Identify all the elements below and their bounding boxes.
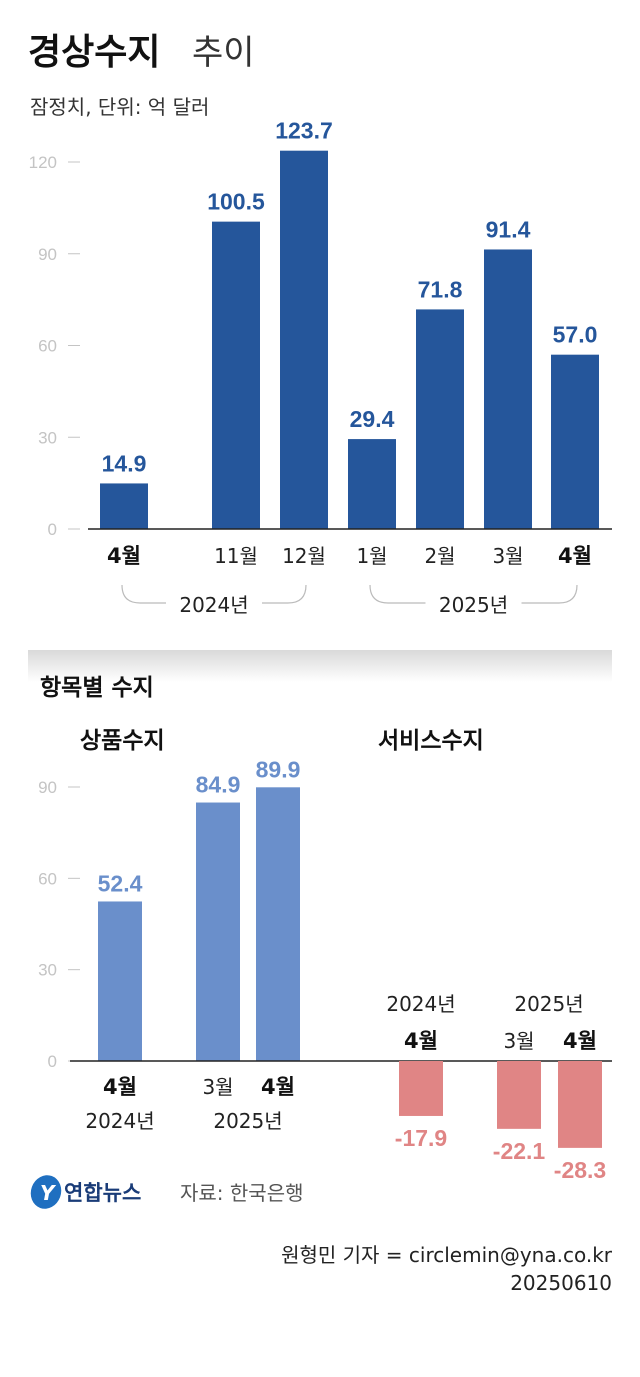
y-tick-label: 60 <box>38 337 57 356</box>
goods-chart: 0 30 60 90 52.4 4월 84.9 3월 89.9 4월 2024년 2025년 <box>38 756 612 1133</box>
data-label: 52.4 <box>98 870 143 896</box>
svg-text:Y: Y <box>40 1181 57 1205</box>
year-bracket <box>121 584 307 604</box>
x-tick-label: 11월 <box>214 544 258 568</box>
bar <box>212 221 260 529</box>
x-tick-label: 4월 <box>107 544 141 568</box>
x-tick-label: 4월 <box>103 1075 137 1099</box>
x-tick-label: 3월 <box>503 1029 534 1053</box>
data-label: 84.9 <box>196 772 241 798</box>
year-label: 2025년 <box>514 992 583 1016</box>
x-tick-label: 1월 <box>356 544 387 568</box>
y-tick-label: 120 <box>29 153 57 172</box>
y-tick-label: 30 <box>38 961 57 980</box>
section-title: 항목별 수지 <box>40 675 154 701</box>
goods-title: 상품수지 <box>80 728 165 754</box>
bar <box>348 439 396 529</box>
bar <box>497 1061 541 1129</box>
year-label: 2024년 <box>386 992 455 1016</box>
current-account-chart: 0 30 60 90 120 14.9 4월 100.5 11월 123.7 12월 29.4 1월 71… <box>29 118 612 617</box>
bar <box>256 787 300 1061</box>
data-label: 123.7 <box>275 118 333 144</box>
y-tick-label: 90 <box>38 778 57 797</box>
section-divider <box>28 650 612 682</box>
bar <box>196 802 240 1061</box>
x-tick-label: 3월 <box>202 1075 233 1099</box>
x-tick-label: 12월 <box>282 544 326 568</box>
bar <box>100 483 148 529</box>
x-tick-label: 4월 <box>261 1075 295 1099</box>
y-tick-label: 0 <box>48 1052 57 1071</box>
y-tick-label: 30 <box>38 428 57 447</box>
data-label: 14.9 <box>102 450 147 476</box>
bar <box>280 150 328 529</box>
yonhap-logo: Y 연합뉴스 <box>30 1175 141 1209</box>
data-label: -22.1 <box>493 1138 546 1164</box>
bar <box>98 901 142 1061</box>
title-bold: 경상수지 <box>28 32 160 73</box>
logo-text: 연합뉴스 <box>64 1181 141 1205</box>
x-tick-label: 2월 <box>424 544 455 568</box>
y-tick-label: 90 <box>38 245 57 264</box>
year-label: 2025년 <box>213 1109 282 1133</box>
title-light: 추이 <box>192 33 255 73</box>
year-label: 2024년 <box>85 1109 154 1133</box>
x-tick-label: 3월 <box>492 544 523 568</box>
year-bracket <box>369 584 578 604</box>
data-label: 29.4 <box>350 406 395 432</box>
data-label: 71.8 <box>418 276 463 302</box>
source: 자료: 한국은행 <box>180 1181 304 1205</box>
bar <box>558 1061 602 1148</box>
services-title: 서비스수지 <box>378 728 484 754</box>
services-chart: -17.9 4월 -22.1 3월 -28.3 4월 2024년 2025년 <box>386 992 606 1183</box>
bar <box>551 354 599 529</box>
y-tick-label: 0 <box>48 520 57 539</box>
credit: 원형민 기자 = circlemin@yna.co.kr <box>281 1243 613 1267</box>
data-label: 57.0 <box>553 322 598 348</box>
x-tick-label: 4월 <box>563 1029 597 1053</box>
bar <box>416 309 464 529</box>
bar <box>399 1061 443 1116</box>
data-label: -28.3 <box>554 1157 606 1183</box>
date: 20250610 <box>510 1271 612 1295</box>
x-tick-label: 4월 <box>558 544 592 568</box>
y-tick-label: 60 <box>38 869 57 888</box>
data-label: -17.9 <box>395 1125 447 1151</box>
logo-icon <box>30 1175 62 1209</box>
year-label: 2024년 <box>179 593 248 617</box>
x-tick-label: 4월 <box>404 1029 438 1053</box>
bar <box>484 249 532 530</box>
data-label: 91.4 <box>486 216 531 242</box>
data-label: 100.5 <box>207 189 265 215</box>
subtitle: 잠정치, 단위: 억 달러 <box>30 95 209 119</box>
year-label: 2025년 <box>439 593 508 617</box>
data-label: 89.9 <box>256 756 301 782</box>
